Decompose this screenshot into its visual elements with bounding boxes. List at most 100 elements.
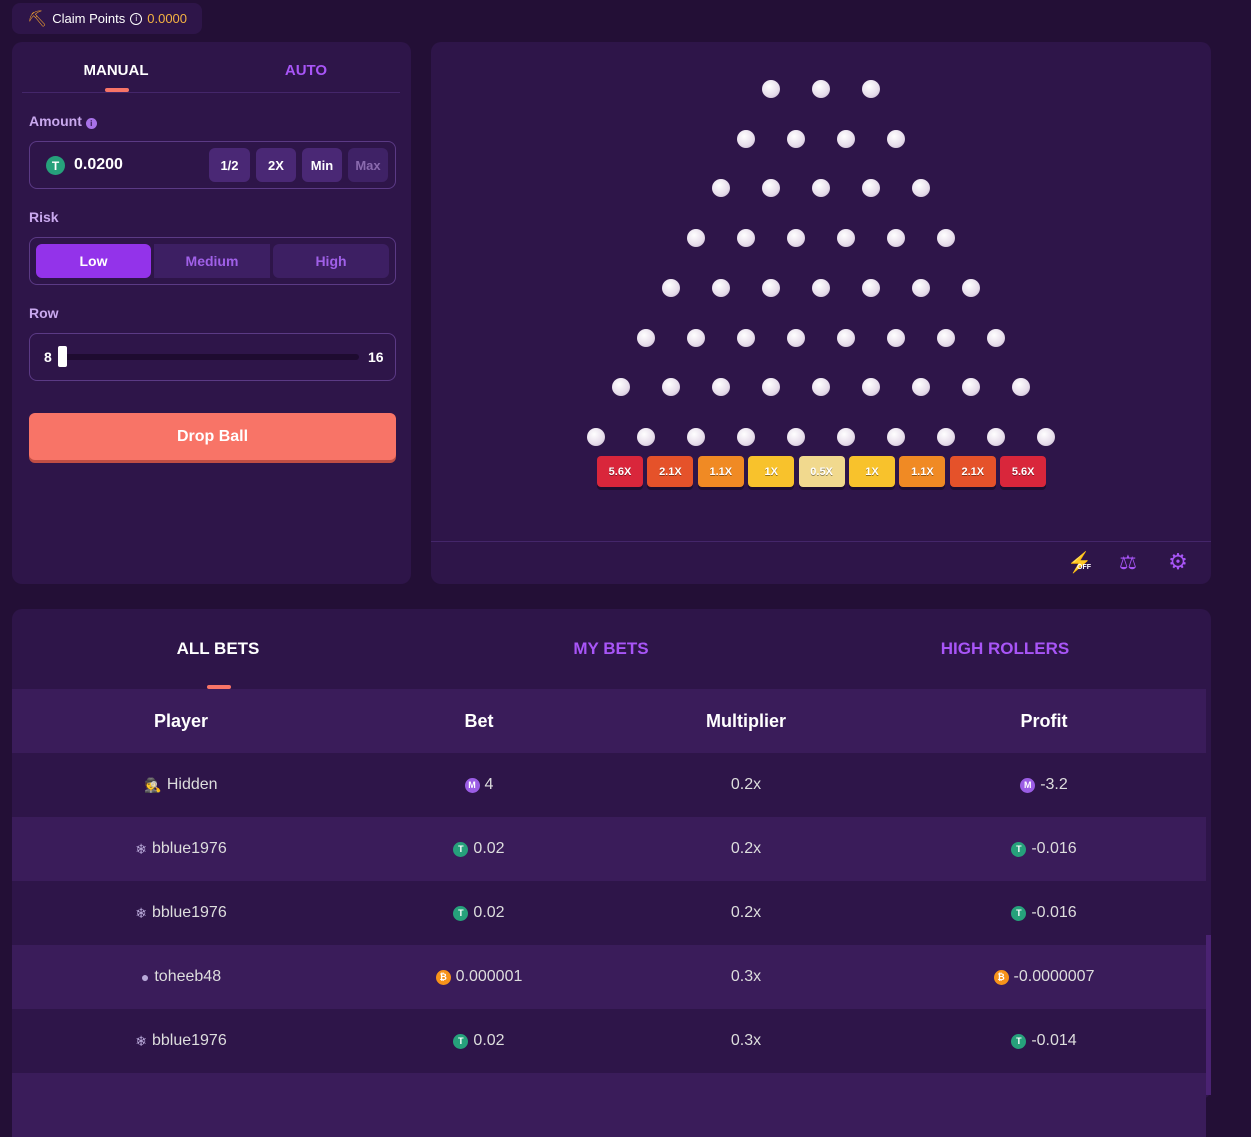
half-button[interactable]: 1/2 (209, 148, 250, 182)
peg (862, 278, 880, 297)
bet-cell: ₿ 0.000001 (329, 945, 629, 1009)
tab-manual[interactable]: MANUAL (83, 62, 149, 79)
peg (662, 278, 680, 297)
multiplier: 0.3x (730, 968, 762, 985)
peg (1012, 378, 1030, 397)
claim-points[interactable]: ⛏ Claim Points i 0.0000 (12, 3, 202, 34)
peg (937, 328, 955, 347)
tab-all-bets[interactable]: ALL BETS (176, 639, 260, 658)
double-button[interactable]: 2X (256, 148, 296, 182)
profit: -0.0000007 (1013, 968, 1095, 985)
multiplier-cell: 0.3x (596, 1009, 896, 1073)
multiplier: 0.3x (730, 1032, 762, 1049)
multiplier-slot: 1.1X (697, 456, 744, 487)
column-header: Player (153, 710, 209, 731)
peg (837, 229, 855, 248)
peg (637, 328, 655, 347)
row-min: 8 (44, 349, 52, 365)
multiplier-slot: 2.1X (949, 456, 996, 487)
player-cell: ❄ bblue1976 (31, 881, 331, 945)
bet-row: ❄ bblue1976 T 0.02 0.3x T -0.014 (12, 1009, 1206, 1073)
page: {"header":{"claim_label":"Claim Points",… (12, 3, 1211, 1137)
peg (812, 179, 830, 198)
avatar: ❄ (135, 1032, 147, 1049)
bet-cell: T 0.02 (329, 1009, 629, 1073)
scrollbar[interactable] (1206, 935, 1211, 1095)
peg (712, 378, 730, 397)
player-cell: ❄ bblue1976 (31, 1009, 331, 1073)
divider (22, 92, 400, 93)
risk-high[interactable]: High (273, 244, 389, 278)
multiplier-slot: 1X (849, 456, 895, 487)
amount-label: Amount i (29, 113, 97, 129)
points: 0.0000 (147, 11, 188, 26)
tab-indicator (207, 685, 231, 689)
slider-track (62, 354, 359, 360)
tab-indicator (105, 88, 129, 92)
row-max: 16 (368, 349, 384, 365)
multiplier-cell: 0.2x (596, 753, 896, 817)
row-label: Row (29, 305, 59, 321)
turbo-icon[interactable]: ⚡ OFF (1067, 552, 1092, 574)
profit: -0.016 (1031, 840, 1077, 857)
bets-panel: ALL BETS MY BETS HIGH ROLLERS Player Bet M… (12, 609, 1211, 1137)
fairness-icon[interactable]: ⚖ (1119, 551, 1137, 574)
peg (937, 427, 955, 446)
tab-auto[interactable]: AUTO (284, 62, 328, 79)
profit-cell: T -0.016 (894, 817, 1194, 881)
tab-high-rollers[interactable]: HIGH ROLLERS (940, 639, 1070, 658)
avatar: ● (140, 969, 150, 985)
peg (737, 427, 755, 446)
peg (787, 328, 805, 347)
peg (887, 129, 905, 148)
bet-row: ❄ bblue1976 T 0.02 0.2x T -0.016 (12, 881, 1206, 945)
peg (962, 278, 980, 297)
risk-medium[interactable]: Medium (154, 244, 270, 278)
max-button[interactable]: Max (348, 148, 388, 182)
coin-icon: T (453, 905, 469, 921)
peg (912, 378, 930, 397)
bet-cell: T 0.02 (329, 881, 629, 945)
column-header: Profit (1020, 710, 1068, 731)
peg (787, 129, 805, 148)
peg (812, 80, 830, 98)
coin-icon: T (453, 1033, 469, 1049)
peg (912, 278, 930, 297)
coin-icon: M (464, 777, 480, 793)
column-header: Bet (464, 710, 494, 731)
peg (1037, 427, 1055, 446)
drop-ball-button[interactable]: Drop Ball (29, 413, 396, 460)
coin-icon: T (1011, 841, 1027, 857)
multiplier-slot: 2.1X (647, 456, 694, 487)
peg (862, 80, 880, 98)
peg (762, 179, 780, 198)
min-button[interactable]: Min (302, 148, 342, 182)
amount-value: 0.0200 (74, 156, 123, 173)
settings-icon[interactable]: ⚙ (1168, 549, 1188, 574)
profit-cell: T -0.016 (894, 881, 1194, 945)
bet: 0.02 (473, 904, 505, 921)
bet-row: 🕵 Hidden M 4 0.2x M -3.2 (12, 753, 1206, 817)
peg (737, 229, 755, 248)
risk-label: Risk (29, 209, 59, 225)
claim-label: Claim Points (52, 11, 126, 26)
info-icon: i (130, 12, 143, 25)
tab-my-bets[interactable]: MY BETS (573, 639, 649, 658)
peg (787, 427, 805, 446)
amount-input[interactable]: T 0.0200 1/2 2X Min Max (29, 141, 396, 189)
risk-low[interactable]: Low (36, 244, 151, 278)
multiplier-slot: 5.6X (597, 456, 643, 487)
bet-row: ● toheeb48 ₿ 0.000001 0.3x ₿ -0.0000007 (12, 945, 1206, 1009)
slider-thumb[interactable] (58, 346, 67, 367)
peg (637, 427, 655, 446)
coin-icon: T (453, 841, 469, 857)
multiplier: 0.2x (730, 776, 762, 793)
peg (862, 179, 880, 198)
coin-icon: M (1020, 777, 1036, 793)
peg (712, 179, 730, 198)
bet: 4 (484, 776, 494, 793)
row-slider[interactable]: 8 16 (29, 333, 396, 381)
amount-label-text: Amount (29, 113, 82, 129)
peg (987, 328, 1005, 347)
peg (812, 378, 830, 397)
